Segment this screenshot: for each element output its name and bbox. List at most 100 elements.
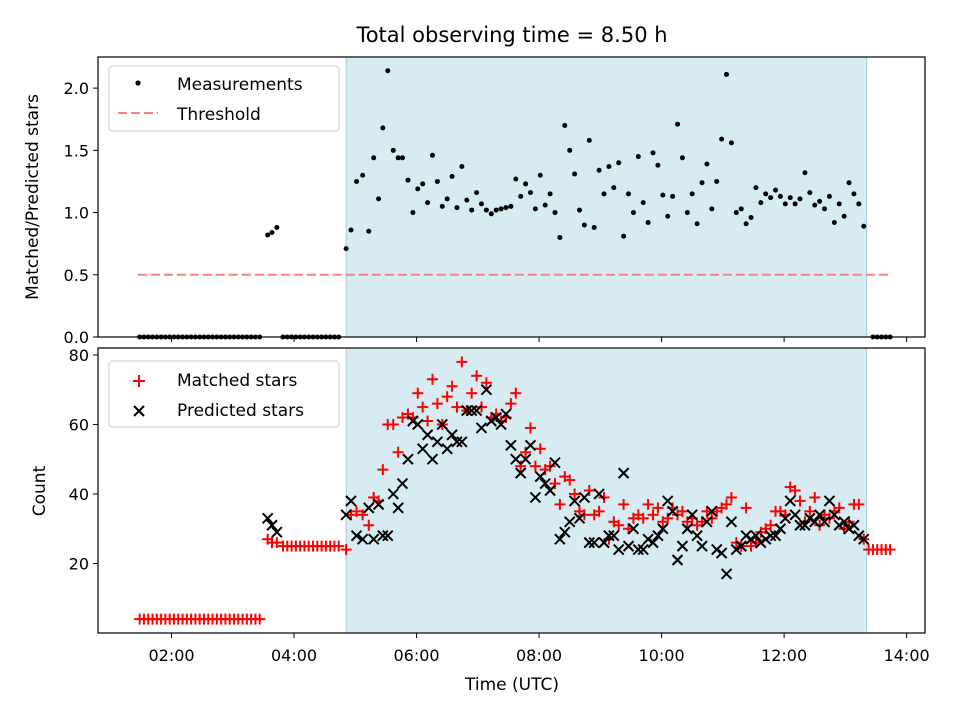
matched-stars-point (422, 415, 434, 427)
predicted-stars-point (559, 526, 571, 538)
predicted-stars-point (598, 536, 610, 549)
measurements-point (841, 213, 847, 219)
predicted-stars-point (666, 505, 679, 518)
x-tick-label: 14:00 (884, 646, 930, 665)
y-tick-label: 40 (69, 485, 89, 504)
measurements-point (434, 178, 440, 184)
y-tick-label: 20 (69, 554, 89, 573)
predicted-stars-point (416, 443, 429, 455)
predicted-stars-point (701, 516, 713, 528)
predicted-stars-point (833, 519, 845, 531)
top-axes-frame (97, 56, 926, 338)
predicted-stars-point (372, 498, 385, 511)
predicted-stars-point (529, 491, 542, 504)
measurements-point (591, 224, 597, 230)
measurements-point (498, 206, 504, 212)
predicted-stars-point (725, 516, 738, 528)
measurements-point (343, 246, 349, 252)
measurements-point (420, 181, 426, 187)
measurements-point (547, 191, 553, 197)
bottom-panel: 20 40 60 80 02:00 04:00 06:00 08:00 10:00 12:00 1… (30, 346, 930, 695)
measurements-point (689, 191, 695, 197)
predicted-stars-point (671, 554, 684, 566)
predicted-stars-point (510, 453, 522, 465)
matched-stars-point (583, 485, 595, 496)
measurements-point (645, 220, 651, 226)
measurements-point (474, 190, 480, 196)
predicted-stars-point (519, 453, 532, 465)
measurements-point (665, 213, 671, 219)
predicted-stars-point (804, 512, 816, 525)
x-tick-label: 08:00 (516, 646, 562, 665)
matched-stars-point (534, 443, 546, 455)
measurements-point (704, 161, 710, 167)
measurements-point (831, 220, 837, 226)
predicted-stars-point (858, 533, 870, 545)
predicted-stars-point (524, 439, 537, 452)
matched-stars-point (794, 495, 806, 507)
predicted-stars-point (769, 529, 782, 542)
measurements-point (694, 221, 700, 227)
predicted-stars-point (396, 477, 409, 490)
predicted-stars-point (554, 533, 566, 545)
predicted-stars-point (745, 533, 757, 545)
predicted-stars-point (441, 443, 453, 455)
predicted-stars-point (853, 529, 865, 542)
matched-stars-point (529, 460, 541, 472)
measurements-point (390, 147, 396, 153)
predicted-stars-point (662, 495, 674, 507)
measurements-point (348, 227, 354, 233)
measurements-point (777, 193, 783, 199)
measurements-point (753, 185, 759, 191)
predicted-stars-point (544, 484, 556, 497)
measurements-point (537, 172, 543, 178)
predicted-stars-point (382, 529, 394, 542)
measurements-point (269, 229, 275, 235)
predicted-stars-point (356, 533, 369, 545)
measurements-point (601, 191, 607, 197)
predicted-stars-point (691, 529, 703, 542)
matched-stars-point (647, 509, 659, 521)
predicted-stars-point (789, 509, 801, 521)
measurements-point (792, 201, 798, 207)
predicted-stars-point (271, 526, 283, 538)
measurements-point (861, 223, 867, 229)
y-tick-label: 80 (69, 346, 89, 365)
predicted-stars-point (799, 519, 811, 531)
matched-stars-point (652, 502, 664, 514)
bottom-y-ticks: 20 40 60 80 (69, 346, 98, 573)
predicted-stars-point (652, 529, 664, 542)
measurements-point (787, 195, 793, 201)
predicted-stars-point (784, 495, 796, 507)
measurements-point (621, 233, 627, 239)
legend-predicted-label: Predicted stars (177, 401, 304, 421)
predicted-stars-point (622, 540, 635, 552)
measurements-point (265, 232, 271, 238)
top-legend: Measurements Threshold (108, 65, 340, 132)
predicted-stars-point (340, 509, 352, 521)
predicted-stars-point (266, 519, 278, 531)
measurements-point (807, 190, 813, 196)
predicted-stars-point (367, 533, 380, 545)
predicted-stars-point (593, 488, 605, 500)
measurements-point (630, 210, 636, 216)
predicted-stars-point (608, 529, 620, 542)
measurements-point (635, 154, 641, 160)
measurements-point (606, 164, 612, 170)
predicted-stars-point (823, 495, 836, 507)
top-y-ticks: 0.0 0.5 1.0 1.5 2.0 (64, 79, 98, 347)
bottom-y-axis-label: Count (30, 465, 50, 516)
matched-stars-point (642, 498, 654, 510)
y-tick-label: 0.0 (64, 328, 89, 347)
measurements-point (376, 196, 382, 202)
predicted-stars-point (261, 512, 274, 525)
predicted-stars-point (470, 404, 483, 417)
measurements-point (360, 172, 366, 178)
matched-stars-point (598, 491, 610, 503)
predicted-stars-point (549, 456, 561, 469)
matched-stars-point (417, 401, 429, 413)
matched-stars-point (676, 505, 688, 517)
matched-stars-point (340, 544, 352, 556)
top-panel: 0.00.51.01.52.0 Matched/Predicted stars … (23, 56, 926, 347)
predicted-stars-point (706, 505, 718, 518)
